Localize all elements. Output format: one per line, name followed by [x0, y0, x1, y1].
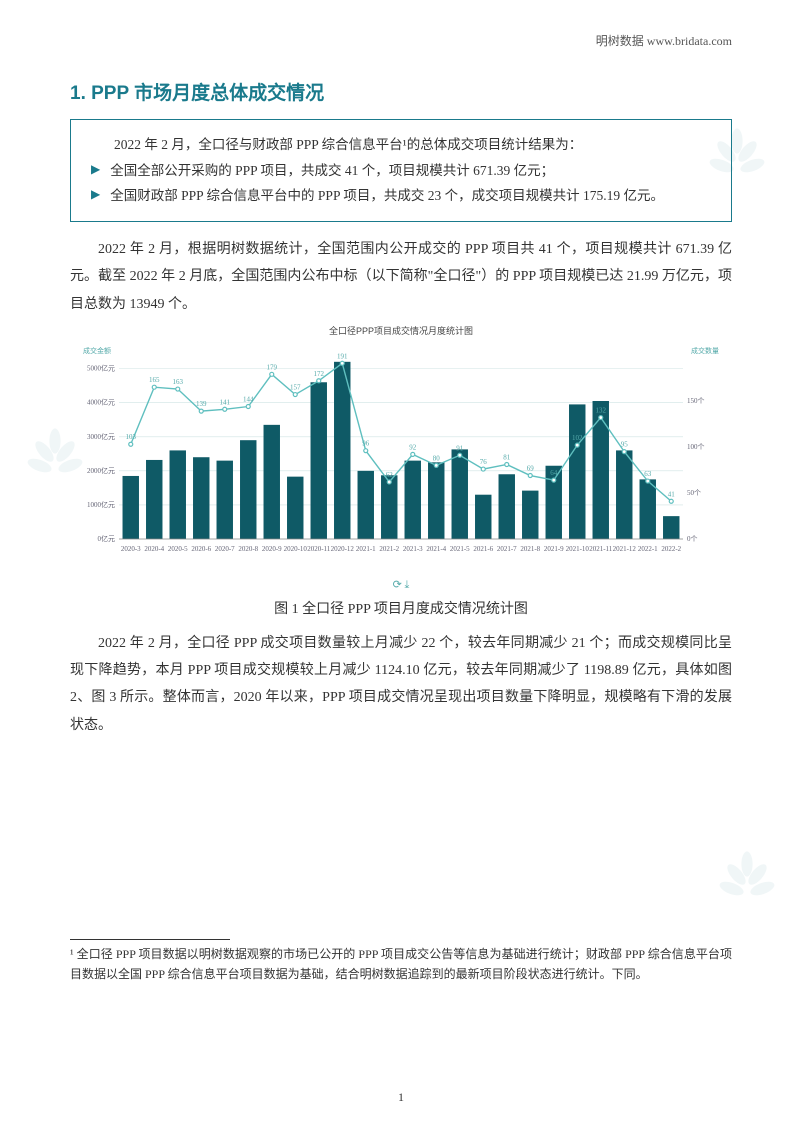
chart-toolbar: ⟳ ⤓ — [70, 578, 732, 592]
svg-text:3000亿元: 3000亿元 — [87, 432, 115, 441]
svg-text:91: 91 — [456, 444, 464, 452]
svg-text:2021-1: 2021-1 — [356, 545, 376, 553]
paragraph-1: 2022 年 2 月，根据明树数据统计，全国范围内公开成交的 PPP 项目共 4… — [70, 236, 732, 318]
summary-bullet: ▶ 全国财政部 PPP 综合信息平台中的 PPP 项目，共成交 23 个，成交项… — [87, 183, 715, 209]
svg-text:172: 172 — [314, 370, 325, 378]
svg-text:157: 157 — [290, 383, 301, 391]
svg-text:2021-3: 2021-3 — [403, 545, 423, 553]
svg-text:76: 76 — [480, 458, 488, 466]
footnote-rule — [70, 939, 230, 940]
figure-caption-1: 图 1 全口径 PPP 项目月度成交情况统计图 — [70, 598, 732, 618]
svg-text:62: 62 — [386, 471, 394, 479]
svg-text:1000亿元: 1000亿元 — [87, 500, 115, 509]
svg-text:4000亿元: 4000亿元 — [87, 398, 115, 407]
svg-text:2022-2: 2022-2 — [661, 545, 681, 553]
svg-text:0个: 0个 — [687, 535, 698, 543]
svg-text:50个: 50个 — [687, 489, 701, 497]
footnote-1: ¹ 全口径 PPP 项目数据以明树数据观察的市场已公开的 PPP 项目成交公告等… — [70, 944, 732, 985]
svg-text:2020-5: 2020-5 — [168, 545, 188, 553]
svg-text:165: 165 — [149, 376, 160, 384]
section-title: 1. PPP 市场月度总体成交情况 — [70, 78, 732, 105]
svg-text:81: 81 — [503, 453, 511, 461]
svg-text:63: 63 — [644, 470, 652, 478]
svg-text:102: 102 — [572, 434, 583, 442]
monthly-chart: 0亿元 1000亿元 2000亿元 3000亿元 4000亿元 5000亿元 0个 50个 10… — [70, 341, 732, 571]
chart-container: 全口径PPP项目成交情况月度统计图 0亿元 1000亿元 2000亿元 3000亿元 4… — [70, 324, 732, 592]
svg-text:150个: 150个 — [687, 397, 705, 405]
summary-box: 2022 年 2 月，全口径与财政部 PPP 综合信息平台¹的总体成交项目统计结… — [70, 119, 732, 222]
svg-text:2020-12: 2020-12 — [331, 545, 355, 553]
svg-text:2020-3: 2020-3 — [121, 545, 141, 553]
svg-text:2020-7: 2020-7 — [215, 545, 235, 553]
svg-text:2000亿元: 2000亿元 — [87, 466, 115, 475]
svg-text:179: 179 — [267, 363, 278, 371]
svg-text:2021-12: 2021-12 — [613, 545, 637, 553]
triangle-icon: ▶ — [91, 183, 100, 206]
svg-text:132: 132 — [596, 406, 607, 414]
svg-text:5000亿元: 5000亿元 — [87, 363, 115, 372]
svg-text:96: 96 — [362, 439, 370, 447]
svg-text:2022-1: 2022-1 — [638, 545, 658, 553]
watermark-leaf — [712, 843, 782, 913]
summary-bullet: ▶ 全国全部公开采购的 PPP 项目，共成交 41 个，项目规模共计 671.3… — [87, 158, 715, 184]
svg-text:103: 103 — [126, 433, 137, 441]
svg-text:80: 80 — [433, 454, 441, 462]
svg-text:成交数量: 成交数量 — [691, 346, 719, 355]
svg-text:95: 95 — [621, 440, 629, 448]
svg-text:41: 41 — [668, 490, 676, 498]
svg-text:2021-9: 2021-9 — [544, 545, 564, 553]
svg-text:92: 92 — [409, 443, 417, 451]
svg-text:2020-8: 2020-8 — [238, 545, 258, 553]
svg-text:2020-9: 2020-9 — [262, 545, 282, 553]
svg-text:2021-7: 2021-7 — [497, 545, 517, 553]
svg-text:0亿元: 0亿元 — [98, 534, 116, 543]
summary-bullet-text: 全国全部公开采购的 PPP 项目，共成交 41 个，项目规模共计 671.39 … — [110, 158, 715, 184]
svg-text:2021-2: 2021-2 — [379, 545, 399, 553]
svg-text:100个: 100个 — [687, 443, 705, 451]
svg-text:2021-4: 2021-4 — [426, 545, 446, 553]
svg-text:144: 144 — [243, 395, 254, 403]
svg-text:64: 64 — [550, 469, 558, 477]
svg-text:2021-10: 2021-10 — [566, 545, 590, 553]
svg-text:2020-4: 2020-4 — [144, 545, 164, 553]
svg-text:2021-6: 2021-6 — [473, 545, 493, 553]
svg-text:2021-11: 2021-11 — [589, 545, 613, 553]
svg-text:2020-10: 2020-10 — [284, 545, 308, 553]
svg-text:191: 191 — [337, 352, 348, 360]
svg-text:139: 139 — [196, 400, 207, 408]
brand-header: 明树数据 www.bridata.com — [596, 32, 732, 49]
paragraph-2: 2022 年 2 月，全口径 PPP 成交项目数量较上月减少 22 个，较去年同… — [70, 630, 732, 739]
chart-title: 全口径PPP项目成交情况月度统计图 — [70, 324, 732, 337]
svg-text:2021-5: 2021-5 — [450, 545, 470, 553]
svg-text:163: 163 — [173, 378, 184, 386]
svg-text:69: 69 — [527, 464, 535, 472]
summary-bullet-text: 全国财政部 PPP 综合信息平台中的 PPP 项目，共成交 23 个，成交项目规… — [110, 183, 715, 209]
triangle-icon: ▶ — [91, 158, 100, 181]
svg-text:成交金额: 成交金额 — [83, 346, 111, 355]
svg-text:2020-6: 2020-6 — [191, 545, 211, 553]
page-number: 1 — [0, 1090, 802, 1105]
summary-intro: 2022 年 2 月，全口径与财政部 PPP 综合信息平台¹的总体成交项目统计结… — [87, 132, 715, 158]
svg-text:2021-8: 2021-8 — [520, 545, 540, 553]
svg-text:141: 141 — [220, 398, 231, 406]
svg-text:2020-11: 2020-11 — [307, 545, 331, 553]
